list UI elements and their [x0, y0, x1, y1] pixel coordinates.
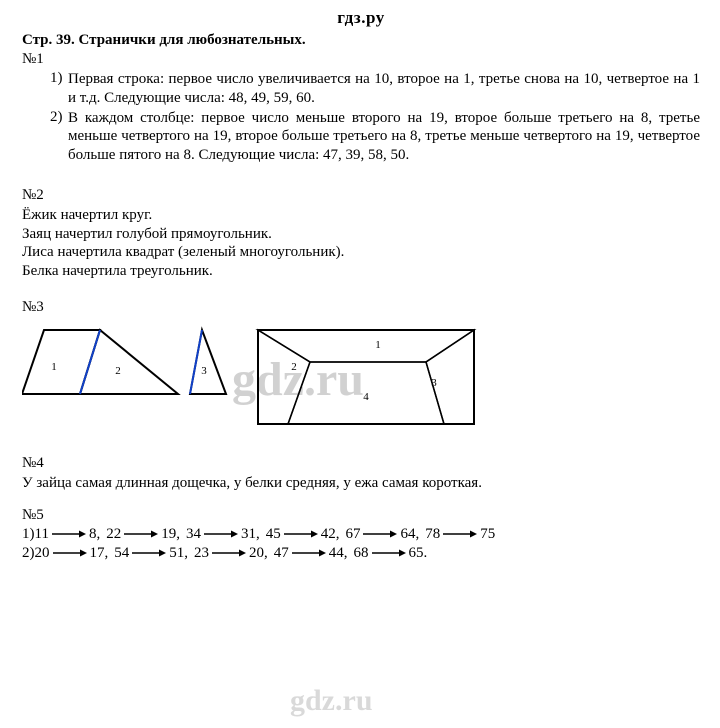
shape-3-label: 3	[201, 365, 207, 377]
shape-2-label: 2	[115, 365, 121, 377]
task4-text: У зайца самая длинная дощечка, у белки с…	[22, 474, 700, 493]
task2-line: Заяц начертил голубой прямоугольник.	[22, 225, 700, 244]
task5-block: 1) 11 8, 22 19, 34 31, 45 42, 67 64, 78 …	[22, 526, 700, 562]
arrow-from: 68	[354, 545, 369, 562]
task3-shapes: 1 2 3 1 2 3 4	[22, 322, 700, 437]
arrow-to: 64,	[400, 526, 419, 543]
arrow-to: 65.	[409, 545, 428, 562]
arrow-icon	[442, 529, 478, 539]
arrow-icon	[283, 529, 319, 539]
shape-1-label: 1	[51, 361, 57, 373]
arrow-to: 75	[480, 526, 495, 543]
arrow-from: 20	[35, 545, 50, 562]
arrow-from: 67	[345, 526, 360, 543]
composite-left	[258, 330, 310, 424]
task2-line: Ёжик начертил круг.	[22, 206, 700, 225]
site-header: гдз.ру	[22, 8, 700, 28]
arrow-icon	[211, 548, 247, 558]
task1-item-text: Первая строка: первое число увеличиваетс…	[68, 70, 700, 108]
task1-item: 2) В каждом столбце: первое число меньше…	[50, 109, 700, 165]
task5-row-2: 2) 20 17, 54 51, 23 20, 47 44, 68 65.	[22, 545, 700, 562]
arrow-to: 17,	[90, 545, 109, 562]
arrow-to: 20,	[249, 545, 268, 562]
arrow-icon	[52, 548, 88, 558]
shape-2	[80, 330, 178, 394]
arrow-to: 42,	[321, 526, 340, 543]
arrow-from: 54	[114, 545, 129, 562]
task5-number: №5	[22, 507, 700, 524]
task1-item-index: 1)	[50, 70, 68, 87]
arrow-to: 19,	[161, 526, 180, 543]
task2-number: №2	[22, 187, 700, 204]
arrow-icon	[203, 529, 239, 539]
task1-item-index: 2)	[50, 109, 68, 126]
composite-label-3: 3	[431, 377, 437, 389]
arrow-icon	[291, 548, 327, 558]
arrow-from: 22	[106, 526, 121, 543]
task2-line: Белка начертила треугольник.	[22, 262, 700, 281]
composite-top	[258, 330, 474, 362]
arrow-from: 23	[194, 545, 209, 562]
composite-label-1: 1	[375, 339, 381, 351]
page-title: Стр. 39. Странички для любознательных.	[22, 32, 700, 49]
task1-item-text: В каждом столбце: первое число меньше вт…	[68, 109, 700, 165]
arrow-icon	[123, 529, 159, 539]
arrow-to: 8,	[89, 526, 100, 543]
arrow-icon	[51, 529, 87, 539]
task1-list: 1) Первая строка: первое число увеличива…	[50, 70, 700, 165]
arrow-from: 45	[266, 526, 281, 543]
composite-outer	[258, 330, 474, 424]
task5-row-1: 1) 11 8, 22 19, 34 31, 45 42, 67 64, 78 …	[22, 526, 700, 543]
composite-label-4: 4	[363, 391, 369, 403]
shapes-svg: 1 2 3 1 2 3 4	[22, 322, 492, 432]
task3-number: №3	[22, 299, 700, 316]
row-prefix: 2)	[22, 545, 35, 562]
shape-3-blue-edge	[190, 330, 202, 394]
arrow-icon	[371, 548, 407, 558]
composite-label-2: 2	[291, 361, 297, 373]
arrow-from: 34	[186, 526, 201, 543]
arrow-from: 11	[35, 526, 49, 543]
task2-line: Лиса начертила квадрат (зеленый многоуго…	[22, 243, 700, 262]
shape-2-blue-edge	[80, 330, 100, 394]
shape-1	[22, 330, 100, 394]
arrow-from: 47	[274, 545, 289, 562]
task4-number: №4	[22, 455, 700, 472]
task1-item: 1) Первая строка: первое число увеличива…	[50, 70, 700, 108]
arrow-to: 51,	[169, 545, 188, 562]
watermark: gdz.ru	[290, 684, 373, 718]
arrow-from: 78	[425, 526, 440, 543]
arrow-to: 31,	[241, 526, 260, 543]
arrow-icon	[131, 548, 167, 558]
task1-number: №1	[22, 51, 700, 68]
arrow-to: 44,	[329, 545, 348, 562]
arrow-icon	[362, 529, 398, 539]
row-prefix: 1)	[22, 526, 35, 543]
